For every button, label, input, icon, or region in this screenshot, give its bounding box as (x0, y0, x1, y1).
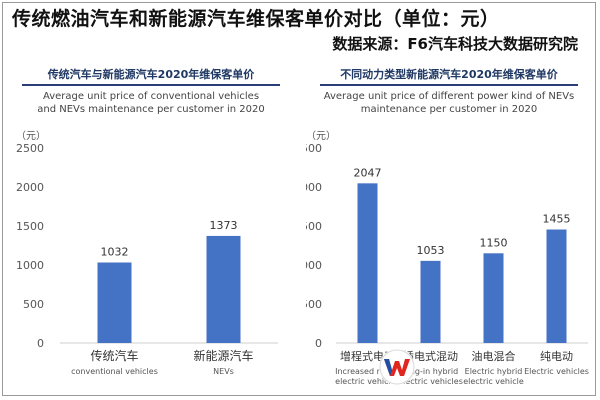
y-tick-label: 2500 (306, 142, 322, 155)
y-tick-label: 2000 (16, 181, 44, 194)
bar (420, 260, 441, 343)
bar-value-label: 1032 (101, 246, 129, 259)
bar-chart: （元）050010001500200025002047增程式电动Increase… (306, 130, 589, 386)
chart-title: 不同动力类型新能源汽车2020年维保客单价 (340, 68, 558, 81)
logo-icon (379, 349, 415, 385)
chart-panel-power-types: 不同动力类型新能源汽车2020年维保客单价 Average unit price… (306, 60, 592, 396)
y-tick-label: 1500 (306, 220, 322, 233)
bar-value-label: 2047 (354, 166, 382, 179)
figure-frame (2, 2, 596, 396)
bar-value-label: 1053 (417, 244, 445, 257)
y-tick-label: 1000 (16, 259, 44, 272)
page-title: 传统燃油汽车和新能源汽车维保客单价对比（单位：元） (12, 8, 500, 30)
title-rule (320, 84, 578, 86)
chart-panel-conventional-vs-nev: 传统汽车与新能源汽车2020年维保客单价 Average unit price … (8, 60, 294, 396)
title-rule (22, 84, 280, 86)
x-tick-label-en: electric vehicle (463, 377, 524, 386)
x-tick-label-en: conventional vehicles (71, 367, 158, 376)
x-tick-label-en: electric vehicles (398, 377, 463, 386)
y-tick-label: 500 (306, 298, 322, 311)
bar (206, 235, 241, 343)
chart-subtitle: Average unit price of conventional vehic… (37, 91, 265, 115)
y-axis-unit: （元） (306, 130, 336, 142)
x-tick-label-en: Increased range (335, 367, 400, 376)
y-tick-label: 1000 (306, 259, 322, 272)
watermark-logo (379, 349, 415, 385)
x-tick-label-en: Electric vehicles (524, 367, 589, 376)
y-tick-label: 500 (23, 298, 44, 311)
bar-value-label: 1150 (480, 236, 508, 249)
y-tick-label: 2000 (306, 181, 322, 194)
bar (357, 183, 378, 343)
y-tick-label: 2500 (16, 142, 44, 155)
bar-value-label: 1455 (543, 213, 571, 226)
bar (97, 262, 132, 343)
data-source: 数据来源：F6汽车科技大数据研究院 (332, 35, 578, 53)
x-tick-label-en: electric vehicles (335, 377, 400, 386)
y-tick-label: 0 (315, 337, 322, 350)
x-tick-label-en: NEVs (213, 367, 234, 376)
chart-subtitle: Average unit price of different power ki… (323, 91, 575, 115)
x-tick-label: 纯电动 (540, 350, 573, 363)
x-tick-label: 新能源汽车 (193, 348, 253, 363)
y-axis-unit: （元） (16, 130, 46, 142)
bar-chart: （元） 0 500 1000 1500 2000 2500 1032 传统汽车 conventio… (16, 130, 278, 376)
chart-title: 传统汽车与新能源汽车2020年维保客单价 (47, 68, 255, 81)
x-tick-label: 传统汽车 (90, 348, 138, 363)
x-tick-label: 油电混合 (472, 349, 516, 363)
x-tick-label-en: Plug-in hybrid (403, 367, 458, 376)
y-tick-label: 1500 (16, 220, 44, 233)
bar (546, 229, 567, 343)
bar-value-label: 1373 (210, 219, 238, 232)
bar (483, 253, 504, 343)
x-tick-label: 插电式混动 (403, 349, 458, 363)
y-tick-label: 0 (37, 337, 44, 350)
x-tick-label-en: Electric hybrid (465, 367, 523, 376)
